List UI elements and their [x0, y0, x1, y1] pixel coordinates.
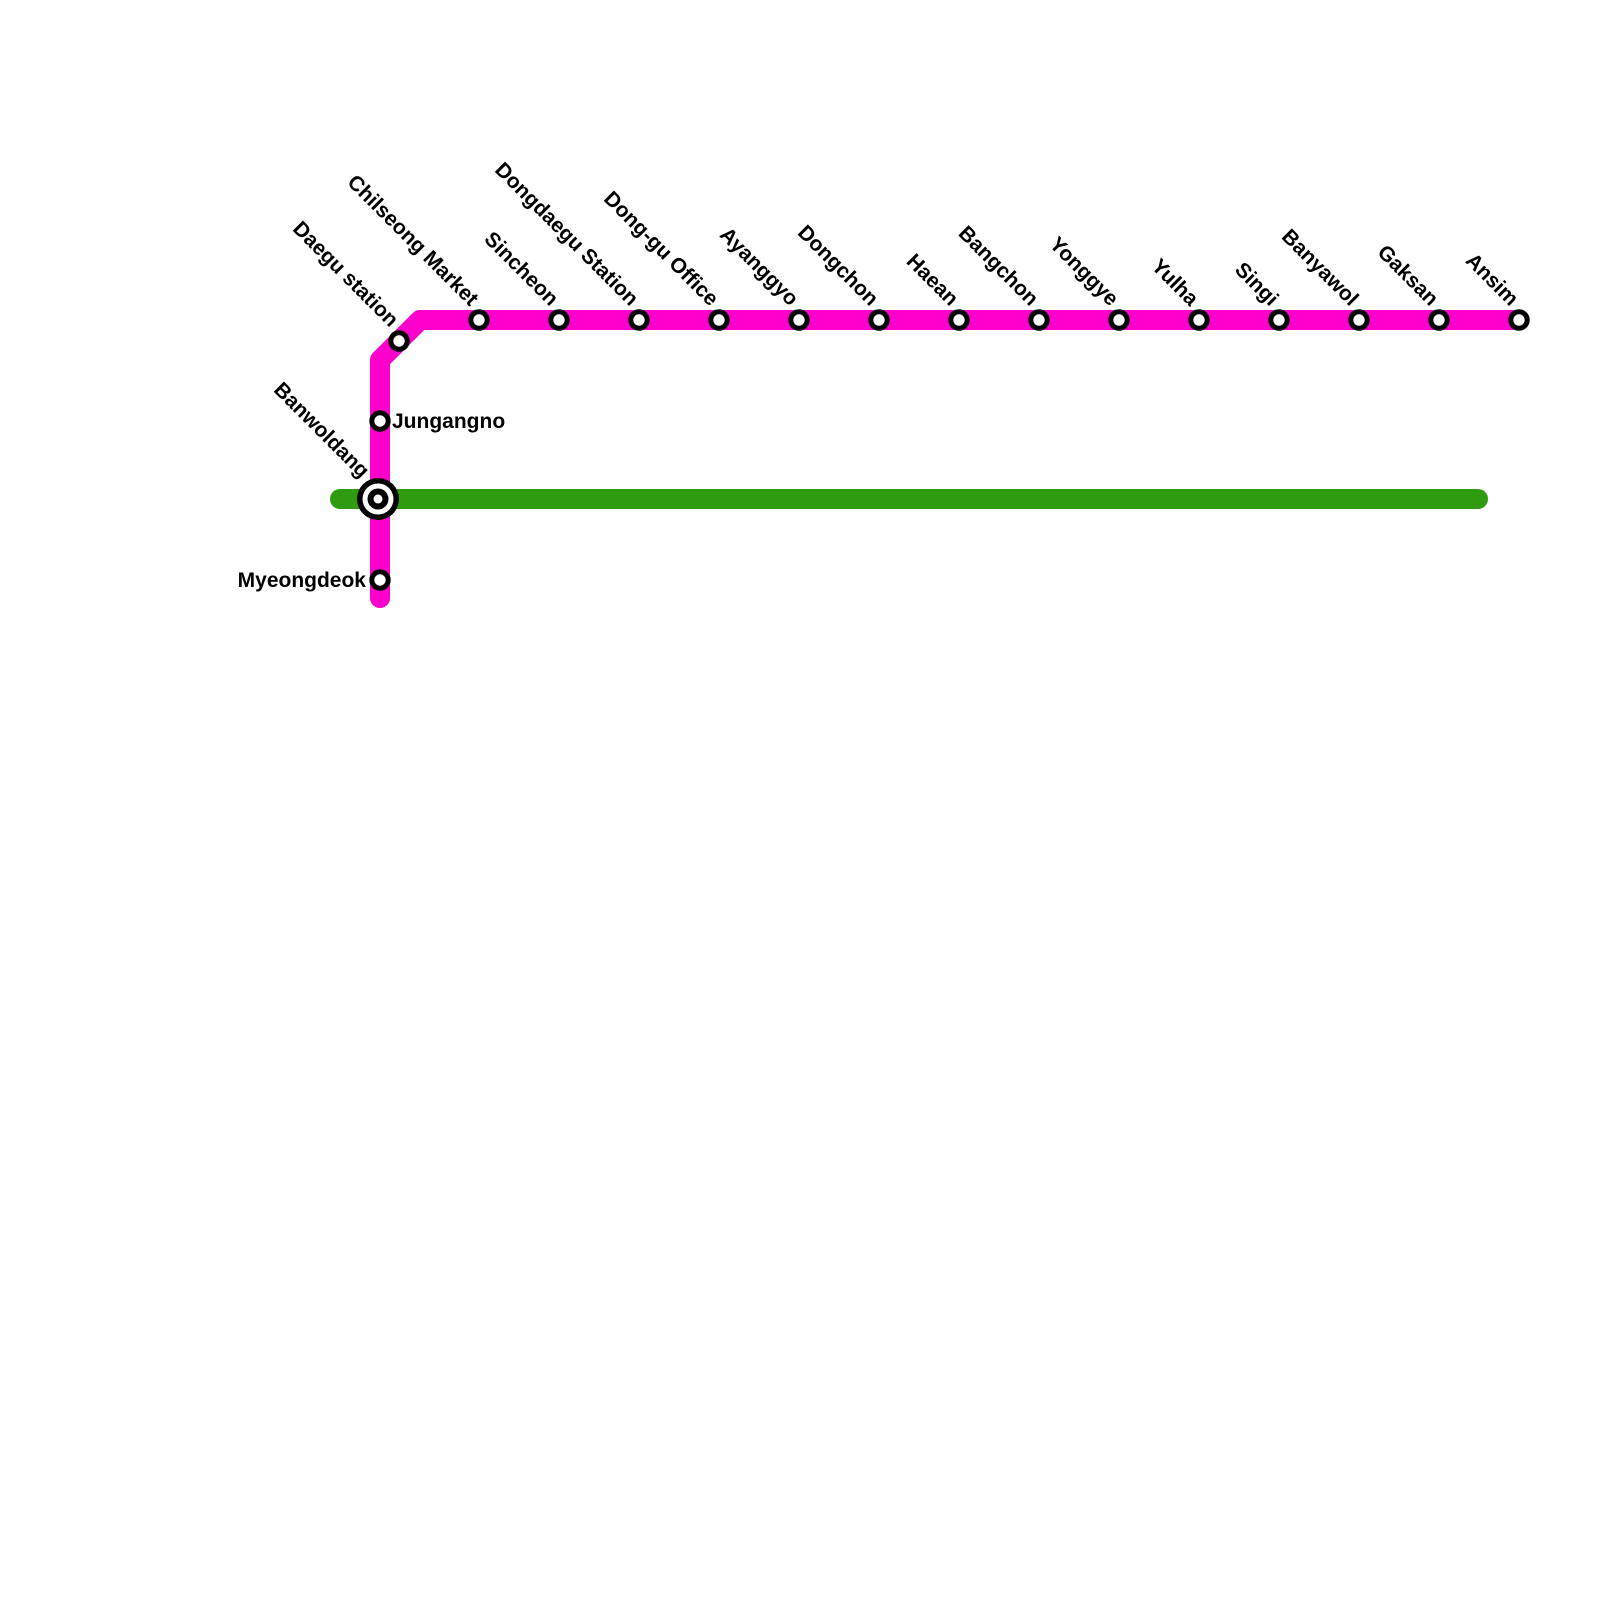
station-label-daegu-station: Daegu station	[288, 217, 402, 331]
station-label-yonggye: Yonggye	[1045, 233, 1123, 311]
station-marker-yonggye	[1108, 309, 1130, 331]
station-label-haean: Haean	[902, 250, 963, 311]
station-label-dongchon: Dongchon	[793, 221, 883, 311]
station-label-sincheon: Sincheon	[480, 227, 563, 310]
station-label-dongdaegu-station: Dongdaegu Station	[490, 158, 642, 310]
station-marker-daegu-station	[388, 330, 410, 352]
station-marker-yulha	[1188, 309, 1210, 331]
station-marker-banyawol	[1348, 309, 1370, 331]
interchange-marker-banwoldang	[357, 478, 399, 520]
station-label-banyawol: Banyawol	[1277, 225, 1363, 311]
station-label-myeongdeok: Myeongdeok	[238, 569, 367, 592]
station-marker-ayanggyo	[788, 309, 810, 331]
station-marker-dongdaegu-station	[628, 309, 650, 331]
interchange-ring-3	[373, 494, 383, 504]
station-marker-singi	[1268, 309, 1290, 331]
station-marker-chilseong-market	[468, 309, 490, 331]
station-marker-sincheon	[548, 309, 570, 331]
station-marker-bangchon	[1028, 309, 1050, 331]
metro-line-magenta-path	[370, 310, 1529, 608]
station-label-banwoldang: Banwoldang	[269, 378, 374, 483]
station-label-ayanggyo: Ayanggyo	[715, 223, 802, 310]
station-label-jungangno: Jungangno	[392, 410, 505, 433]
station-marker-haean	[948, 309, 970, 331]
station-marker-ansim	[1508, 309, 1530, 331]
station-marker-gaksan	[1428, 309, 1450, 331]
station-marker-dong-gu-office	[708, 309, 730, 331]
station-label-bangchon: Bangchon	[954, 222, 1043, 311]
station-label-gaksan: Gaksan	[1373, 241, 1443, 311]
station-marker-myeongdeok	[369, 569, 391, 591]
station-label-singi: Singi	[1230, 258, 1283, 311]
station-marker-dongchon	[868, 309, 890, 331]
station-label-ansim: Ansim	[1461, 249, 1523, 311]
station-label-yulha: Yulha	[1147, 255, 1203, 311]
station-marker-jungangno	[369, 410, 391, 432]
